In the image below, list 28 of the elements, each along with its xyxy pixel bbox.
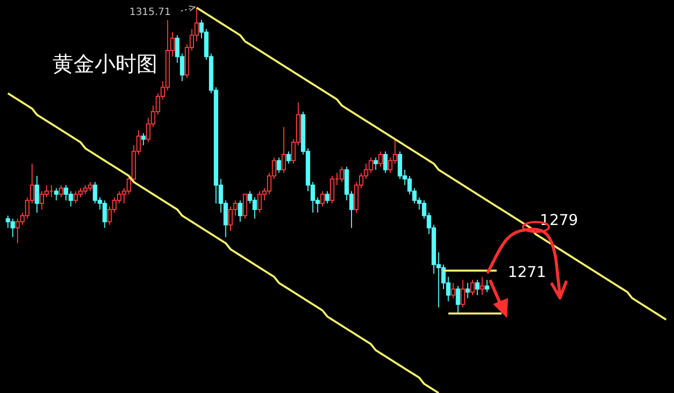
annotation: 1271 [508,263,546,281]
candlestick [58,184,64,198]
candlestick [286,150,291,164]
candlestick [475,279,480,296]
candlestick [282,126,286,174]
candlestick [456,285,460,314]
candlestick [470,279,475,296]
candlestick [54,188,58,201]
candlestick [484,279,490,293]
candlestick [141,132,146,146]
candlestick [480,276,484,296]
candlestick [242,194,248,220]
text: 黄金小时图 [52,52,158,76]
candlestick [276,157,282,174]
candlestick [374,157,378,170]
annotation: 1315.71 [129,7,171,18]
candlestick [34,175,40,214]
candlestick [238,200,242,222]
candlestick [465,282,470,299]
candlestick [325,190,330,204]
candlestick [378,150,383,168]
candlestick [450,282,456,299]
candlestick [383,150,388,174]
annotation: 1279 [540,211,578,229]
candlestick [340,166,344,183]
candlestick [460,279,466,308]
candlestick [330,175,334,204]
candlestick [320,190,325,207]
